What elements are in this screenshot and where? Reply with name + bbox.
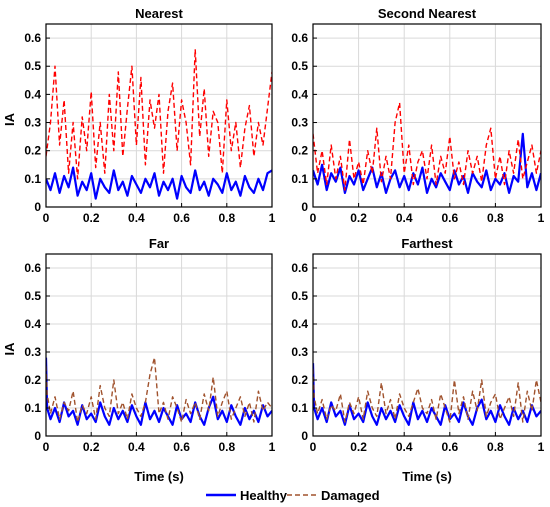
- x-tick-label: 0.2: [350, 440, 367, 454]
- y-tick-label: 0.5: [291, 59, 308, 73]
- y-tick-label: 0.4: [291, 87, 308, 101]
- y-tick-label: 0.5: [24, 289, 41, 303]
- y-axis-label: IA: [2, 112, 17, 126]
- x-tick-label: 0.6: [173, 211, 190, 225]
- panel-1: 0 0.2 0.4 0.6 0.8 1 0 0.1 0.2 0.3 0.4 0.5 0.6 Second …: [291, 6, 544, 225]
- y-tick-label: 0: [34, 429, 41, 443]
- y-tick-label: 0.6: [24, 261, 41, 275]
- x-tick-label: 1: [538, 211, 545, 225]
- panel-3: 0 0.2 0.4 0.6 0.8 1 0 0.1 0.2 0.3 0.4 0.5 0.6 Farthes…: [291, 236, 544, 484]
- series-line-healthy: [46, 166, 272, 200]
- y-tick-label: 0.1: [291, 401, 308, 415]
- x-tick-label: 0.4: [128, 440, 145, 454]
- y-tick-label: 0.3: [291, 345, 308, 359]
- y-tick-label: 0.2: [291, 144, 308, 158]
- x-tick-label: 1: [269, 440, 276, 454]
- x-tick-label: 0: [310, 440, 317, 454]
- legend-label-healthy: Healthy: [240, 488, 288, 503]
- x-tick-label: 0.6: [441, 440, 458, 454]
- x-tick-label: 0.2: [83, 440, 100, 454]
- y-tick-label: 0.1: [24, 401, 41, 415]
- x-tick-label: 0.6: [173, 440, 190, 454]
- x-tick-label: 0.4: [128, 211, 145, 225]
- x-tick-label: 0.4: [396, 440, 413, 454]
- x-tick-label: 0.2: [83, 211, 100, 225]
- y-tick-label: 0.1: [24, 172, 41, 186]
- y-tick-label: 0.4: [24, 87, 41, 101]
- plot-frame: [312, 253, 542, 437]
- x-tick-label: 1: [538, 440, 545, 454]
- y-tick-label: 0.6: [291, 261, 308, 275]
- x-tick-label: 0.8: [487, 211, 504, 225]
- plot-frame: [45, 253, 273, 437]
- x-tick-label: 0: [310, 211, 317, 225]
- panel-0: 0 0.2 0.4 0.6 0.8 1 0 0.1 0.2 0.3 0.4 0.5 0.6 Nearest…: [2, 6, 276, 225]
- y-tick-label: 0.6: [291, 31, 308, 45]
- x-tick-label: 0.8: [487, 440, 504, 454]
- x-tick-label: 0: [43, 211, 50, 225]
- y-tick-label: 0.3: [24, 116, 41, 130]
- panel-2: 0 0.2 0.4 0.6 0.8 1 0 0.1 0.2 0.3 0.4 0.5 0.6 Far IA Ti…: [2, 236, 276, 484]
- x-tick-label: 0.8: [218, 440, 235, 454]
- x-tick-label: 0.6: [441, 211, 458, 225]
- y-axis-label: IA: [2, 342, 17, 356]
- series-line-healthy: [313, 132, 541, 194]
- plot-frame: [45, 23, 273, 208]
- x-tick-label: 0.8: [218, 211, 235, 225]
- x-tick-label: 0.4: [396, 211, 413, 225]
- x-tick-label: 1: [269, 211, 276, 225]
- y-tick-label: 0.3: [24, 345, 41, 359]
- series-line-damaged: [46, 356, 272, 423]
- y-tick-label: 0.6: [24, 31, 41, 45]
- y-tick-label: 0.5: [291, 289, 308, 303]
- x-tick-label: 0.2: [350, 211, 367, 225]
- y-tick-label: 0.5: [24, 59, 41, 73]
- y-tick-label: 0.4: [24, 317, 41, 331]
- series-line-damaged: [313, 102, 541, 191]
- panel-title: Far: [149, 236, 169, 251]
- y-tick-label: 0.3: [291, 116, 308, 130]
- y-tick-label: 0: [301, 429, 308, 443]
- y-tick-label: 0.1: [291, 172, 308, 186]
- y-tick-label: 0: [301, 200, 308, 214]
- x-axis-label: Time (s): [134, 469, 184, 484]
- panel-title: Farthest: [401, 236, 453, 251]
- panel-title: Second Nearest: [378, 6, 477, 21]
- y-tick-label: 0.2: [24, 373, 41, 387]
- series-line-healthy: [46, 357, 272, 426]
- series-line-healthy: [313, 363, 541, 426]
- y-tick-label: 0.4: [291, 317, 308, 331]
- legend: Healthy Damaged: [206, 488, 380, 503]
- x-tick-label: 0: [43, 440, 50, 454]
- y-tick-label: 0.2: [291, 373, 308, 387]
- plot-frame: [312, 23, 542, 208]
- series-line-damaged: [313, 368, 541, 423]
- legend-label-damaged: Damaged: [321, 488, 380, 503]
- series-line-damaged: [46, 48, 272, 180]
- y-tick-label: 0: [34, 200, 41, 214]
- panel-title: Nearest: [135, 6, 183, 21]
- y-tick-label: 0.2: [24, 144, 41, 158]
- x-axis-label: Time (s): [402, 469, 452, 484]
